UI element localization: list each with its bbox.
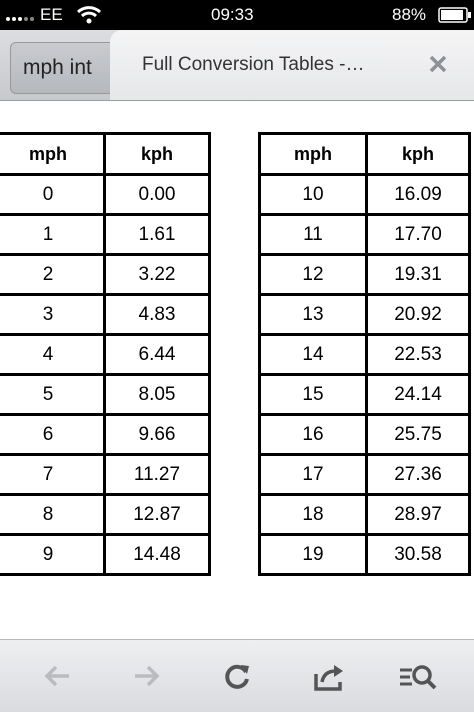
table-cell: 8 <box>0 493 106 536</box>
table-cell: 11 <box>258 213 368 256</box>
table-cell: 14 <box>258 333 368 376</box>
table-cell: 17 <box>258 453 368 496</box>
table-cell: 22.53 <box>365 333 471 376</box>
table-cell: 1 <box>0 213 106 256</box>
status-bar: EE 09:33 88% <box>0 0 474 30</box>
table-cell: 4 <box>0 333 106 376</box>
active-tab[interactable]: Full Conversion Tables -… <box>110 30 474 100</box>
table-cell: 11.27 <box>103 453 211 496</box>
table-cell: 1.61 <box>103 213 211 256</box>
table-cell: 14.48 <box>103 533 211 576</box>
table-cell: 18 <box>258 493 368 536</box>
table-cell: 9.66 <box>103 413 211 456</box>
table-cell: 9 <box>0 533 106 576</box>
table-cell: 2 <box>0 253 106 296</box>
web-content: mph kph 0 0.00 1 1.61 2 3.22 3 4.83 4 6.44 5 8.05 6 9.6… <box>0 101 474 639</box>
reader-button[interactable] <box>398 662 438 692</box>
table-cell: 19.31 <box>365 253 471 296</box>
signal-icon <box>6 17 34 21</box>
table-cell: 16.09 <box>365 173 471 216</box>
carrier: EE <box>40 5 63 24</box>
table-cell: 6 <box>0 413 106 456</box>
table-cell: 6.44 <box>103 333 211 376</box>
table-cell: 0 <box>0 173 106 216</box>
table-cell: 4.83 <box>103 293 211 336</box>
table-cell: 12 <box>258 253 368 296</box>
tab-title: Full Conversion Tables -… <box>142 54 365 75</box>
table-cell: 0.00 <box>103 173 211 216</box>
table-cell: 8.05 <box>103 373 211 416</box>
table-cell: 28.97 <box>365 493 471 536</box>
share-button[interactable] <box>312 662 346 692</box>
table-cell: 3.22 <box>103 253 211 296</box>
table-cell: 30.58 <box>365 533 471 576</box>
table-header: mph <box>258 132 368 176</box>
clock: 09:33 <box>211 5 254 24</box>
battery-percent: 88% <box>392 5 427 24</box>
table-cell: 17.70 <box>365 213 471 256</box>
table-cell: 12.87 <box>103 493 211 536</box>
table-cell: 27.36 <box>365 453 471 496</box>
table-cell: 20.92 <box>365 293 471 336</box>
table-cell: 5 <box>0 373 106 416</box>
table-header: kph <box>103 132 211 176</box>
table-header: kph <box>365 132 471 176</box>
close-tab-button[interactable] <box>426 52 450 76</box>
table-cell: 3 <box>0 293 106 336</box>
table-cell: 7 <box>0 453 106 496</box>
forward-button[interactable] <box>132 662 162 690</box>
table-cell: 24.14 <box>365 373 471 416</box>
battery-icon <box>438 7 471 23</box>
toolbar <box>0 639 474 712</box>
table-header: mph <box>0 132 106 176</box>
tab-bar: mph int Full Conversion Tables -… <box>0 30 474 101</box>
tab-title: mph int <box>23 56 92 79</box>
table-cell: 15 <box>258 373 368 416</box>
table-cell: 13 <box>258 293 368 336</box>
table-cell: 16 <box>258 413 368 456</box>
wifi-icon <box>76 6 102 24</box>
table-cell: 19 <box>258 533 368 576</box>
back-button[interactable] <box>42 662 72 690</box>
reload-button[interactable] <box>222 662 252 692</box>
table-cell: 25.75 <box>365 413 471 456</box>
table-cell: 10 <box>258 173 368 216</box>
